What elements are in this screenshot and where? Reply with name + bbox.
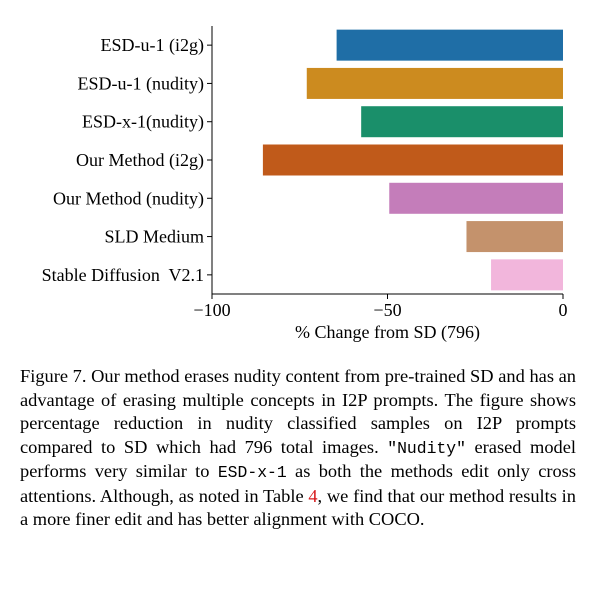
x-tick-label: −50 bbox=[373, 300, 401, 320]
caption-text-3: as both the methods edit only cross atte… bbox=[20, 461, 576, 506]
y-tick-label: ESD-u-1 (nudity) bbox=[78, 73, 204, 94]
y-tick-label: ESD-u-1 (i2g) bbox=[101, 35, 204, 56]
y-tick-label: Our Method (nudity) bbox=[53, 188, 204, 209]
y-tick-label: Our Method (i2g) bbox=[76, 150, 204, 171]
y-tick-label: Stable Diffusion V2.1 bbox=[42, 265, 204, 285]
x-tick-label: 0 bbox=[559, 300, 568, 320]
y-tick-label: ESD-x-1(nudity) bbox=[82, 112, 204, 133]
y-tick-labels: ESD-u-1 (i2g) ESD-u-1 (nudity) ESD-x-1(nud… bbox=[42, 35, 204, 285]
x-tick-label: −100 bbox=[193, 300, 230, 320]
bars-group bbox=[262, 29, 563, 291]
y-tick-label: SLD Medium bbox=[104, 227, 204, 247]
caption-label: Figure 7. bbox=[20, 366, 87, 386]
bar-7 bbox=[491, 259, 563, 291]
caption-text-2: erased model performs very similar to bbox=[20, 436, 576, 482]
caption-code-nudity: "Nudity" bbox=[387, 438, 466, 458]
figure-caption: Figure 7. Our method erases nudity conte… bbox=[20, 365, 576, 532]
y-ticks bbox=[207, 44, 212, 276]
bar-2 bbox=[306, 67, 563, 99]
caption-text-4: , we find that our method results in a m… bbox=[20, 485, 576, 530]
bar-chart: ESD-u-1 (i2g) ESD-u-1 (nudity) ESD-x-1(nud… bbox=[42, 26, 568, 343]
caption-text-1: Our method erases nudity content from pr… bbox=[20, 366, 577, 457]
bar-3 bbox=[361, 106, 563, 138]
x-axis-label: % Change from SD (796) bbox=[295, 322, 480, 343]
bar-4 bbox=[262, 144, 563, 176]
bar-5 bbox=[389, 182, 563, 214]
caption-code-esd: ESD-x-1 bbox=[217, 463, 287, 482]
bar-1 bbox=[336, 29, 563, 61]
x-ticks: −100 −50 0 bbox=[193, 294, 568, 320]
table-reference-link[interactable]: 4 bbox=[308, 485, 318, 506]
bar-6 bbox=[466, 221, 563, 253]
